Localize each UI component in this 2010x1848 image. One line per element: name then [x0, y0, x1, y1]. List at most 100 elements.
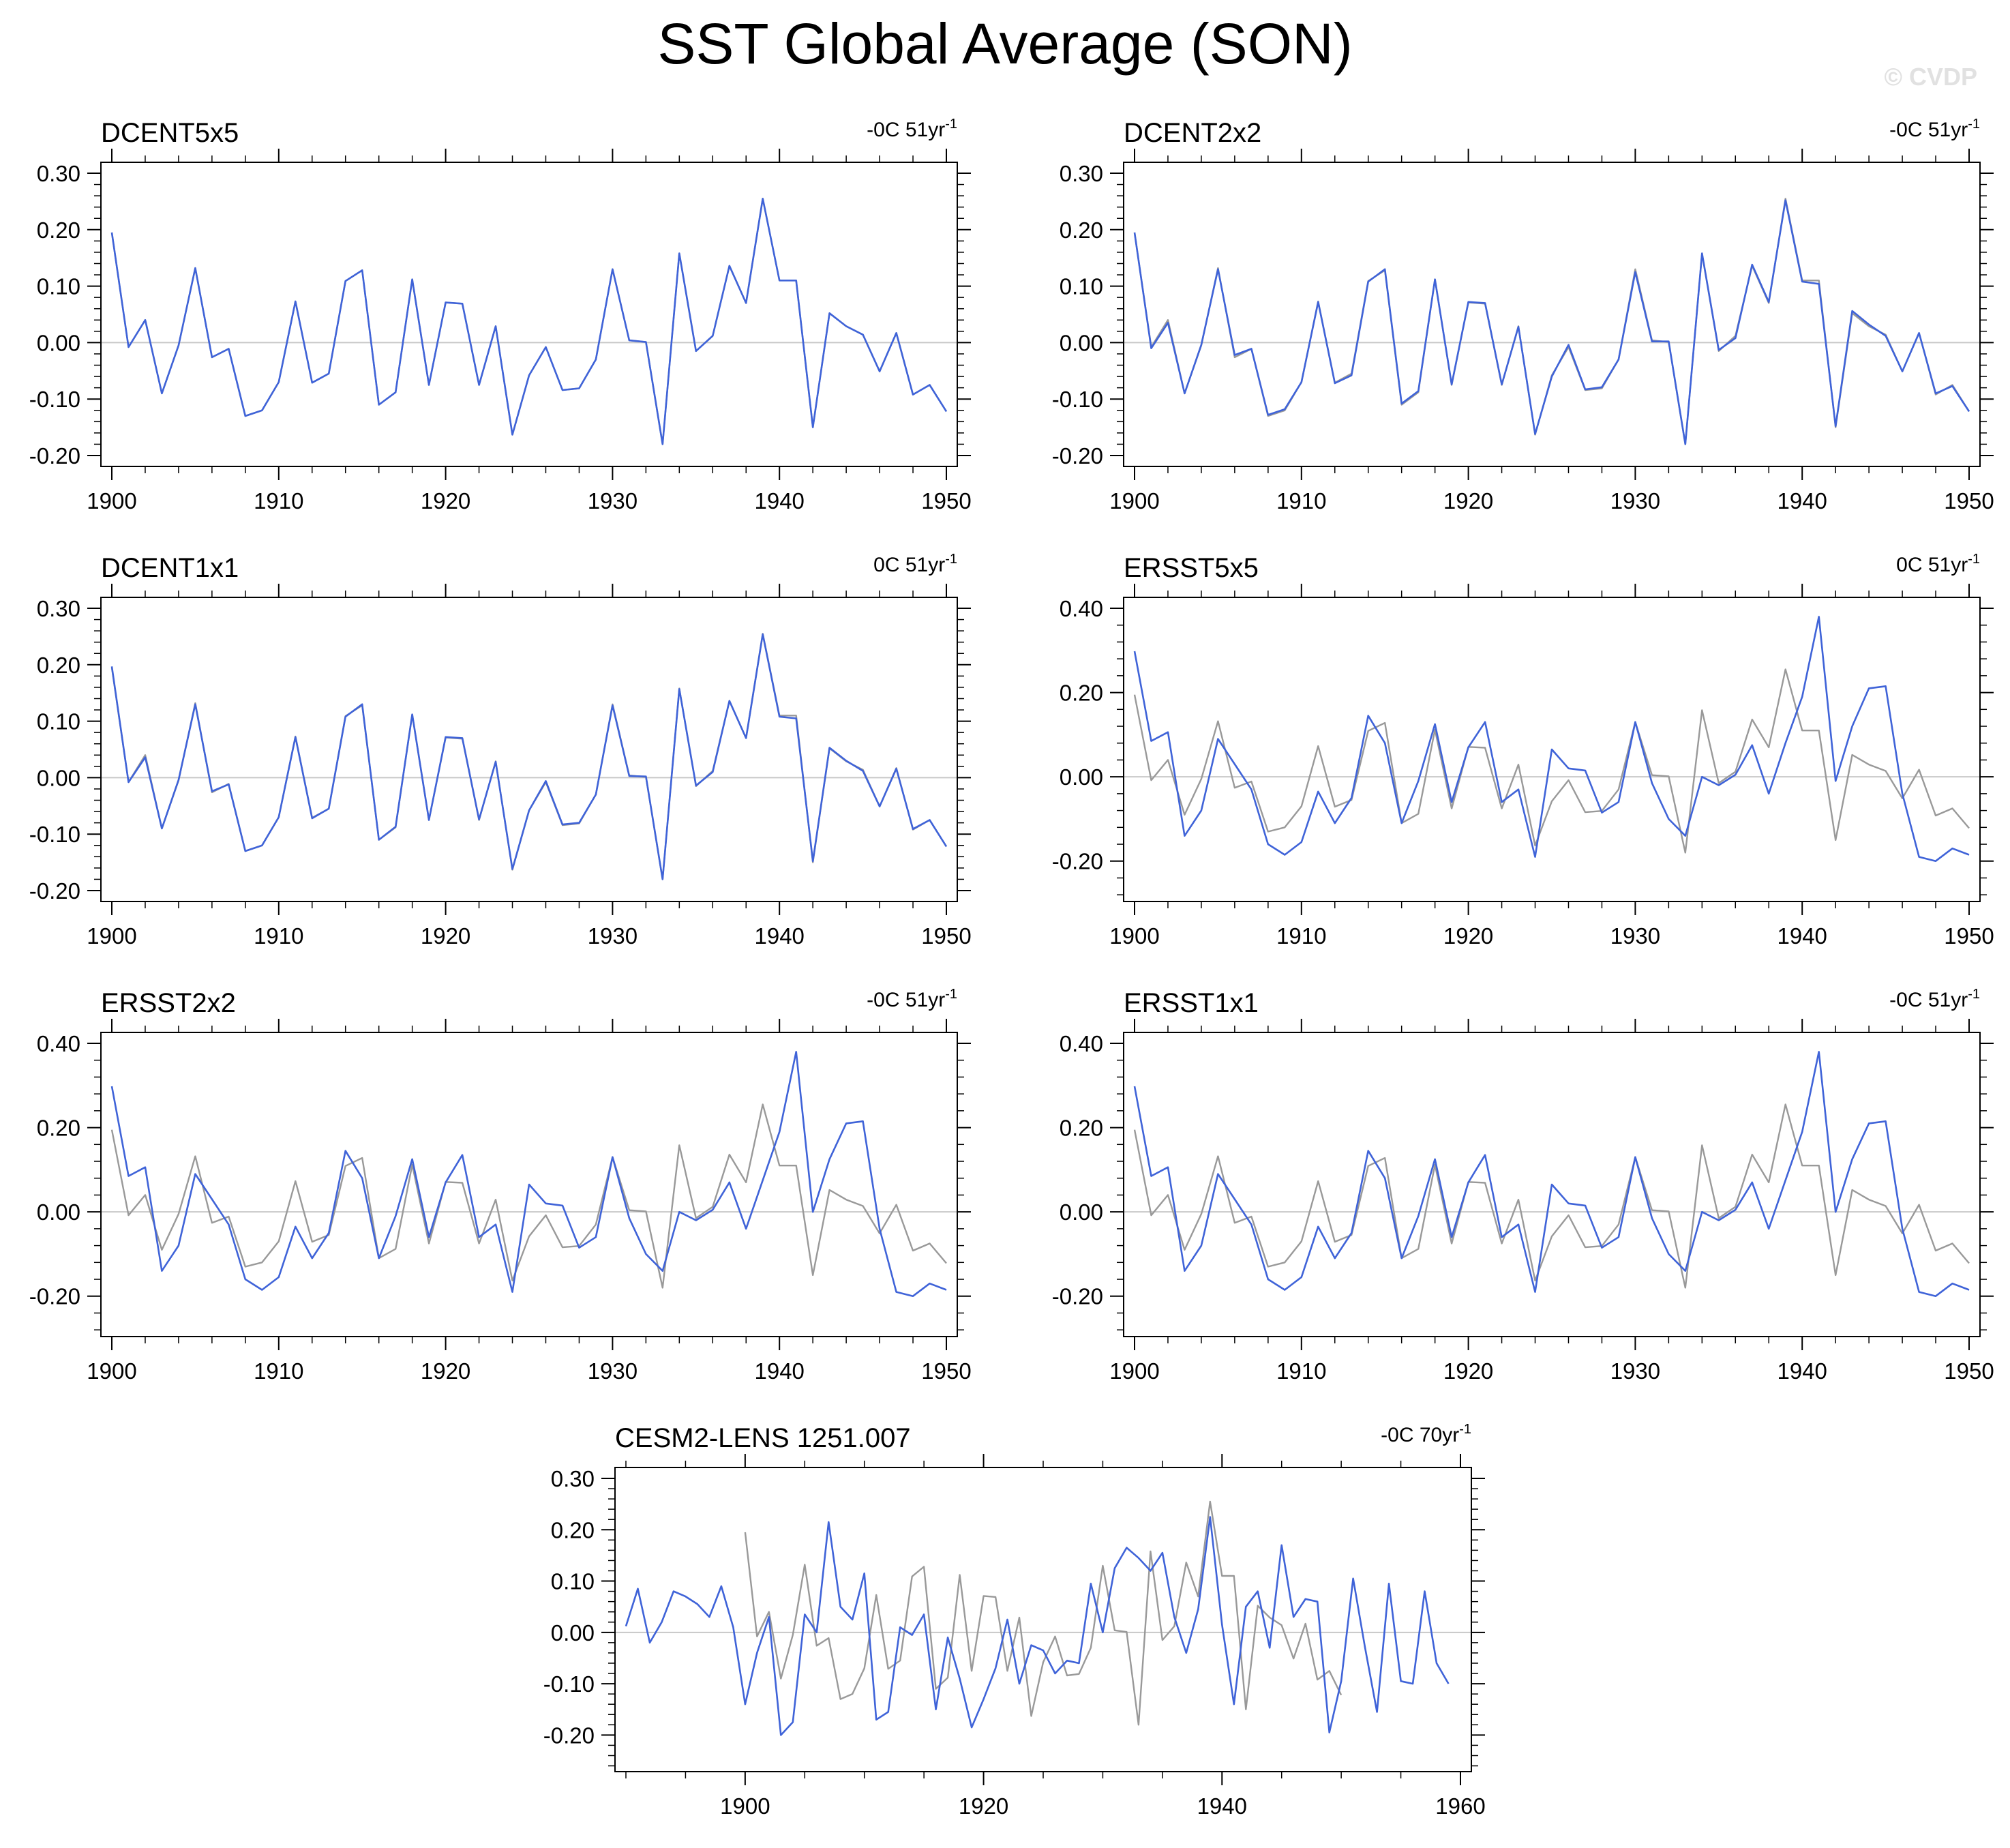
trend-exponent: -1 — [945, 117, 957, 132]
x-tick-label: 1930 — [1610, 1358, 1660, 1384]
y-tick-label: -0.20 — [1052, 1284, 1103, 1309]
y-tick-label: 0.20 — [1060, 681, 1103, 706]
chart-panel: ERSST1x1 -0C 51yr-1 1900 1910 1920 1930 1940 19… — [1052, 987, 1994, 1384]
trend-label: -0C 51yr-1 — [867, 117, 957, 141]
panel-title: CESM2-LENS 1251.007 — [615, 1423, 911, 1453]
reference-series-line — [110, 633, 948, 880]
x-tick-label: 1950 — [921, 488, 971, 513]
model-series-line — [1133, 199, 1970, 445]
y-tick-label: 0.10 — [37, 709, 80, 734]
reference-series-line — [1133, 668, 1970, 854]
y-tick-label: -0.10 — [29, 387, 80, 412]
y-tick-label: 0.20 — [37, 1116, 80, 1141]
x-tick-label: 1910 — [254, 1358, 303, 1384]
x-tick-label: 1950 — [1944, 923, 1994, 949]
x-tick-label: 1900 — [1109, 1358, 1159, 1384]
y-tick-label: -0.10 — [29, 822, 80, 847]
y-tick-label: 0.40 — [1060, 596, 1103, 621]
y-tick-label: 0.00 — [1060, 1199, 1103, 1225]
x-tick-label: 1930 — [588, 1358, 638, 1384]
y-tick-label: 0.00 — [1060, 330, 1103, 355]
x-tick-label: 1950 — [1944, 1358, 1994, 1384]
panel-title: DCENT1x1 — [101, 553, 239, 583]
trend-text: -0C 70yr — [1381, 1424, 1459, 1446]
y-tick-label: 0.00 — [1060, 764, 1103, 790]
y-tick-label: 0.30 — [37, 596, 80, 621]
plot-frame — [614, 1467, 1472, 1772]
model-series-line — [110, 633, 948, 880]
trend-label: 0C 51yr-1 — [873, 552, 957, 576]
chart-panel: ERSST5x5 0C 51yr-1 1900 1910 1920 1930 1940 195… — [1052, 552, 1994, 949]
y-tick-label: 0.30 — [37, 161, 80, 186]
model-series-line — [1133, 1051, 1970, 1297]
y-tick-label: -0.10 — [543, 1671, 595, 1697]
y-tick-label: 0.20 — [37, 218, 80, 243]
watermark: © CVDP — [1884, 63, 1977, 91]
y-tick-label: -0.20 — [29, 1284, 80, 1309]
x-tick-label: 1930 — [588, 923, 638, 949]
y-tick-label: -0.20 — [543, 1723, 595, 1748]
y-tick-label: 0.00 — [37, 330, 80, 355]
chart-panel: DCENT1x1 0C 51yr-1 1900 1910 1920 1930 1940 195… — [29, 552, 972, 949]
y-tick-label: -0.20 — [1052, 849, 1103, 874]
chart-panel: DCENT5x5 -0C 51yr-1 1900 1910 1920 1930 1940 19… — [29, 117, 972, 513]
y-tick-label: 0.20 — [551, 1517, 595, 1543]
reference-series-line — [110, 1103, 947, 1289]
x-tick-label: 1920 — [421, 488, 470, 513]
x-tick-label: 1930 — [1610, 923, 1660, 949]
x-tick-label: 1950 — [921, 1358, 971, 1384]
panel-title: DCENT2x2 — [1124, 118, 1261, 148]
plot-frame — [100, 597, 958, 902]
chart-panel: CESM2-LENS 1251.007 -0C 70yr-1 1900 1920 194… — [543, 1422, 1486, 1819]
y-tick-label: -0.20 — [1052, 443, 1103, 468]
trend-exponent: -1 — [1968, 552, 1980, 567]
model-series-line — [625, 1516, 1450, 1736]
trend-text: 0C 51yr — [873, 554, 945, 576]
y-tick-label: 0.10 — [37, 274, 80, 299]
x-tick-label: 1930 — [1610, 488, 1660, 513]
trend-text: -0C 51yr — [1889, 119, 1968, 141]
x-tick-label: 1900 — [87, 488, 136, 513]
trend-exponent: -1 — [945, 987, 957, 1002]
x-tick-label: 1920 — [1443, 1358, 1493, 1384]
x-tick-label: 1940 — [754, 923, 804, 949]
x-tick-label: 1940 — [1777, 488, 1827, 513]
trend-label: -0C 51yr-1 — [867, 987, 957, 1011]
chart-panel: DCENT2x2 -0C 51yr-1 1900 1910 1920 1930 1940 19… — [1052, 117, 1994, 513]
y-tick-label: 0.00 — [551, 1620, 595, 1645]
x-tick-label: 1900 — [87, 1358, 136, 1384]
model-series-line — [1133, 616, 1970, 862]
trend-exponent: -1 — [1968, 987, 1980, 1002]
reference-series-line — [744, 1500, 1342, 1726]
y-tick-label: 0.30 — [1060, 161, 1103, 186]
y-tick-label: 0.40 — [37, 1031, 80, 1056]
reference-series-line — [1133, 1103, 1970, 1289]
trend-label: -0C 51yr-1 — [1889, 987, 1980, 1011]
plot-frame — [100, 162, 958, 467]
x-tick-label: 1950 — [1944, 488, 1994, 513]
plot-frame — [100, 1032, 958, 1337]
x-tick-label: 1900 — [720, 1793, 770, 1819]
trend-label: -0C 70yr-1 — [1381, 1422, 1471, 1446]
y-tick-label: -0.20 — [29, 878, 80, 904]
x-tick-label: 1910 — [1276, 1358, 1326, 1384]
y-tick-label: 0.00 — [37, 1199, 80, 1225]
trend-text: -0C 51yr — [1889, 989, 1968, 1011]
x-tick-label: 1900 — [87, 923, 136, 949]
y-tick-label: 0.40 — [1060, 1031, 1103, 1056]
y-tick-label: 0.10 — [551, 1569, 595, 1594]
trend-exponent: -1 — [1459, 1422, 1471, 1437]
panel-title: DCENT5x5 — [101, 118, 239, 148]
x-tick-label: 1920 — [421, 923, 470, 949]
x-tick-label: 1920 — [1443, 488, 1493, 513]
y-tick-label: 0.00 — [37, 765, 80, 790]
trend-exponent: -1 — [945, 552, 957, 567]
x-tick-label: 1920 — [1443, 923, 1493, 949]
plot-frame — [1123, 162, 1981, 467]
x-tick-label: 1940 — [1197, 1793, 1247, 1819]
model-series-line — [110, 1051, 947, 1297]
panel-title: ERSST2x2 — [101, 988, 236, 1018]
x-tick-label: 1900 — [1109, 488, 1159, 513]
trend-label: 0C 51yr-1 — [1896, 552, 1980, 576]
